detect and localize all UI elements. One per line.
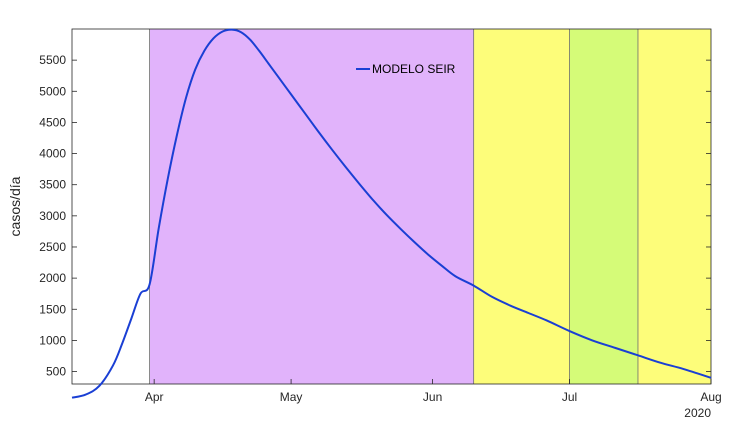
x-axis-year-label: 2020 (684, 406, 711, 420)
series-line-modelo-seir (71, 28, 712, 399)
x-tick-label: Aug (700, 390, 721, 404)
x-tick-label: May (280, 390, 303, 404)
y-axis-label: casos/día (7, 176, 23, 236)
y-tick-label: 2000 (39, 271, 66, 285)
band-borders (149, 29, 639, 384)
band-2 (569, 29, 638, 384)
band-1 (473, 29, 570, 384)
y-tick-label: 5500 (39, 53, 66, 67)
y-tick-label: 3500 (39, 178, 66, 192)
y-tick-label: 4000 (39, 147, 66, 161)
x-axis-ticks: Apr May Jun Jul Aug (145, 379, 722, 404)
y-tick-label: 500 (46, 365, 66, 379)
y-axis-ticks: 500 1000 1500 2000 2500 3000 3500 4000 4500 5000 5… (39, 53, 711, 379)
y-tick-label: 2500 (39, 240, 66, 254)
y-tick-label: 5000 (39, 84, 66, 98)
band-0 (149, 29, 474, 384)
y-tick-label: 1500 (39, 302, 66, 316)
background-bands (149, 29, 711, 384)
band-3 (637, 29, 711, 384)
axes-box (71, 28, 712, 385)
x-tick-label: Jul (562, 390, 577, 404)
legend: MODELO SEIR (356, 62, 456, 76)
y-tick-label: 3000 (39, 209, 66, 223)
y-tick-label: 4500 (39, 115, 66, 129)
y-tick-label: 1000 (39, 333, 66, 347)
x-tick-label: Jun (423, 390, 442, 404)
legend-label: MODELO SEIR (372, 62, 456, 76)
x-tick-label: Apr (145, 390, 164, 404)
